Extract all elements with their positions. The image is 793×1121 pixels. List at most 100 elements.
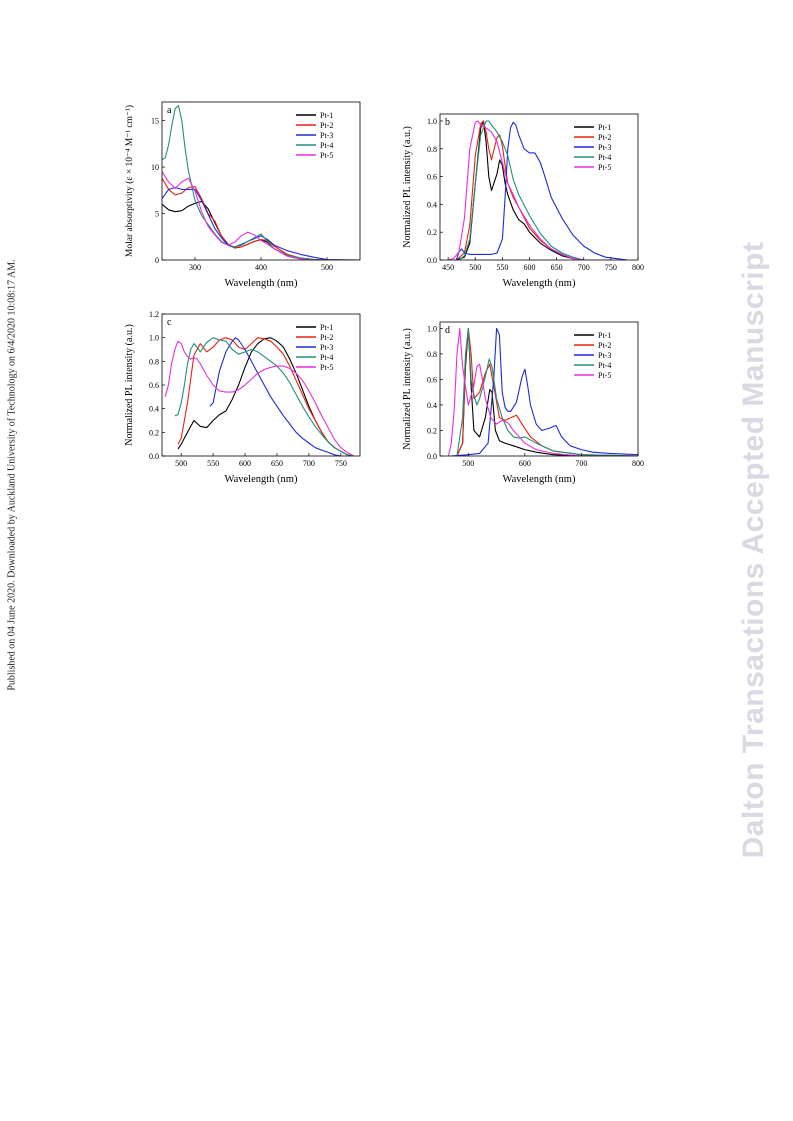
y-tick-label: 0.2	[149, 428, 159, 437]
legend-entry: Pt-1	[320, 111, 333, 120]
series-group	[162, 105, 360, 260]
x-tick-label: 300	[189, 263, 201, 272]
series-group	[447, 120, 628, 260]
x-axis-label: Wavelength (nm)	[503, 278, 576, 289]
legend-entry: Pt-4	[320, 141, 333, 150]
y-tick-label: 0.4	[427, 200, 437, 209]
plot-frame	[439, 113, 639, 261]
x-tick-label: 700	[575, 459, 587, 468]
y-axis-label: Normalized PL intensity (a.u.)	[402, 328, 413, 450]
series-group	[447, 327, 638, 456]
legend-entry: Pt-2	[320, 333, 333, 342]
series-line-pt-5	[162, 171, 360, 260]
x-tick-label: 750	[605, 263, 617, 272]
x-tick-label: 600	[524, 263, 536, 272]
panel-label: b	[445, 117, 450, 128]
legend-entry: Pt-5	[598, 371, 611, 380]
y-tick-label: 1.0	[427, 117, 437, 126]
legend-entry: Pt-1	[598, 331, 611, 340]
chart-panel-b: 450 500 550 600 650 700 750 800 0.0 0.2 0.4 0.6 0.8 1…	[402, 113, 644, 289]
series-line-pt-4	[456, 327, 638, 456]
series-line-pt-1	[162, 200, 360, 260]
legend-entry: Pt-2	[598, 341, 611, 350]
x-tick-label: 450	[442, 263, 454, 272]
series-line-pt-5	[447, 120, 611, 260]
x-tick-label: 400	[255, 263, 267, 272]
legend-entry: Pt-1	[320, 323, 333, 332]
y-tick-label: 0.6	[427, 173, 437, 182]
x-tick-label: 650	[551, 263, 563, 272]
series-line-pt-3	[162, 186, 360, 260]
series-line-pt-5	[164, 340, 354, 456]
legend-entry: Pt-5	[320, 363, 333, 372]
series-line-pt-2	[177, 337, 354, 456]
y-tick-label: 0.0	[149, 452, 159, 461]
y-tick-label: 0.6	[149, 381, 159, 390]
series-line-pt-1	[456, 120, 611, 260]
y-tick-label: 0.8	[149, 357, 159, 366]
y-tick-label: 0.8	[427, 145, 437, 154]
y-axis-label: Normalized PL intensity (a.u.)	[124, 324, 135, 446]
legend-entry: Pt-4	[598, 153, 611, 162]
y-axis-label: Molar absorptivity (ε × 10⁻⁴ M⁻¹ cm⁻¹)	[124, 105, 135, 257]
y-tick-label: 0.4	[427, 401, 437, 410]
y-tick-label: 0.4	[149, 405, 159, 414]
series-line-pt-2	[162, 177, 360, 260]
y-tick-label: 0.6	[427, 375, 437, 384]
x-tick-label: 500	[175, 459, 187, 468]
x-tick-label: 600	[519, 459, 531, 468]
legend-entry: Pt-3	[320, 131, 333, 140]
series-line-pt-4	[174, 337, 354, 456]
panel-label: a	[167, 105, 172, 116]
series-line-pt-3	[451, 327, 638, 456]
x-tick-label: 500	[469, 263, 481, 272]
x-tick-label: 700	[578, 263, 590, 272]
x-axis-label: Wavelength (nm)	[225, 474, 298, 485]
legend-entry: Pt-4	[320, 353, 333, 362]
x-tick-label: 800	[632, 263, 644, 272]
legend-entry: Pt-4	[598, 361, 611, 370]
y-tick-label: 0	[155, 256, 159, 265]
y-tick-label: 0.2	[427, 228, 437, 237]
x-axis-label: Wavelength (nm)	[503, 474, 576, 485]
x-tick-label: 500	[462, 459, 474, 468]
x-tick-label: 650	[271, 459, 283, 468]
watermark: Dalton Transactions Accepted Manuscript	[728, 230, 780, 870]
publication-note: Published on 04 June 2020. Downloaded by…	[2, 230, 22, 720]
legend-entry: Pt-5	[598, 163, 611, 172]
x-tick-label: 600	[239, 459, 251, 468]
series-line-pt-5	[447, 327, 638, 456]
x-tick-label: 700	[303, 459, 315, 468]
y-axis-label: Normalized PL intensity (a.u.)	[402, 126, 413, 248]
y-tick-label: 0.8	[427, 350, 437, 359]
chart-panel-a: 300 400 500 0 5 10 15 Wavelength (nm) Molar abso…	[124, 101, 361, 289]
legend-entry: Pt-2	[320, 121, 333, 130]
series-line-pt-3	[209, 337, 341, 456]
panel-label: c	[167, 317, 172, 328]
publication-note-text: Published on 04 June 2020. Downloaded by…	[6, 259, 18, 691]
y-tick-label: 5	[155, 210, 159, 219]
series-line-pt-3	[455, 121, 628, 260]
legend-entry: Pt-2	[598, 133, 611, 142]
series-line-pt-4	[458, 120, 611, 260]
chart-panel-d: 500 600 700 800 0.0 0.2 0.4 0.6 0.8 1.0 Wavelength…	[402, 321, 644, 485]
legend-entry: Pt-3	[598, 351, 611, 360]
chart-panel-c: 500 550 600 650 700 750 0.0 0.2 0.4 0.6 0.8 1.0 1.2 W…	[124, 310, 361, 485]
y-tick-label: 1.2	[149, 310, 159, 319]
x-axis-label: Wavelength (nm)	[225, 278, 298, 289]
legend-entry: Pt-3	[320, 343, 333, 352]
y-tick-label: 10	[151, 163, 159, 172]
y-tick-label: 1.0	[149, 334, 159, 343]
legend-entry: Pt-3	[598, 143, 611, 152]
y-tick-label: 1.0	[427, 324, 437, 333]
legend-entry: Pt-1	[598, 123, 611, 132]
panel-label: d	[445, 325, 450, 336]
y-tick-label: 15	[151, 117, 159, 126]
watermark-text: Dalton Transactions Accepted Manuscript	[737, 241, 770, 859]
x-tick-label: 550	[207, 459, 219, 468]
y-tick-label: 0.2	[427, 426, 437, 435]
legend-entry: Pt-5	[320, 151, 333, 160]
plot-frame	[439, 321, 639, 457]
x-tick-label: 550	[496, 263, 508, 272]
y-tick-label: 0.0	[427, 452, 437, 461]
